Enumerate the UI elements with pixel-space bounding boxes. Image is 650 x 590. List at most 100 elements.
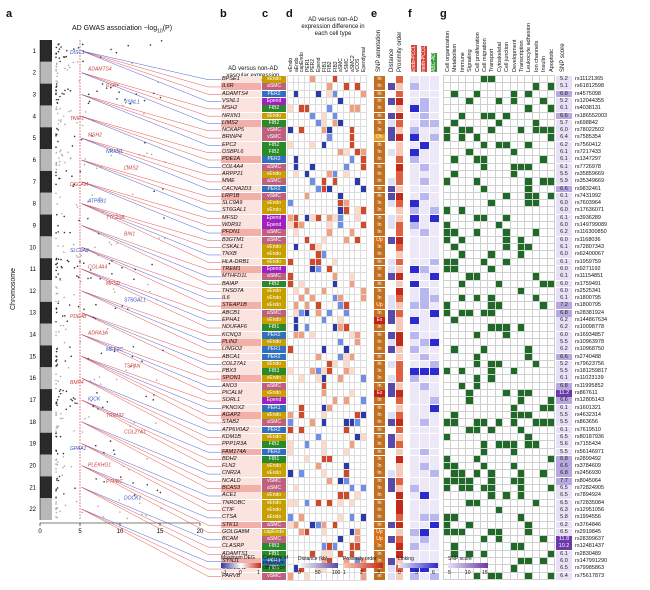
legend-po-title: Proximity order	[343, 556, 377, 562]
go-term-cell	[443, 330, 452, 340]
snp-point	[55, 379, 57, 382]
go-term-cell	[539, 484, 549, 493]
go-term-cell	[457, 294, 467, 303]
expression-cell	[342, 396, 351, 406]
gene-cell: NCKAP5	[221, 127, 261, 135]
celltype-cell: FIB1	[262, 550, 286, 558]
snp-id-label: rs149799089	[575, 222, 608, 229]
distance-cell	[388, 412, 395, 419]
legend-d-tick: 0	[298, 570, 301, 576]
go-term-cell	[450, 301, 460, 311]
snp-point	[59, 121, 62, 123]
go-term-cell	[546, 111, 556, 121]
expression-cell	[314, 520, 323, 530]
linking-cell	[430, 412, 440, 419]
go-term-cell	[539, 272, 549, 281]
go-term-cell	[465, 367, 475, 376]
go-term-cell	[487, 564, 497, 574]
expression-cell	[331, 571, 340, 581]
go-term-cell	[509, 447, 519, 457]
go-term-cell	[450, 323, 460, 333]
go-term-cell	[509, 454, 519, 464]
distance-cell	[388, 499, 395, 507]
go-term-cell	[465, 177, 475, 187]
snp-score-cell: 6.1	[556, 375, 572, 383]
go-term-cell	[472, 272, 482, 281]
annotation-cell: In	[374, 280, 385, 288]
snp-point	[124, 98, 126, 101]
linking-cell	[410, 112, 420, 120]
snp-point	[67, 260, 70, 263]
go-term-cell	[502, 345, 512, 355]
snp-score-cell: 6.1	[556, 404, 572, 412]
go-term-cell	[487, 75, 497, 84]
distance-cell	[388, 375, 395, 383]
chromosome-tick: 1	[33, 49, 37, 55]
go-term-cell	[487, 250, 497, 260]
expression-cell	[354, 213, 362, 223]
linking-cell	[420, 236, 430, 244]
expression-cell	[359, 491, 368, 501]
expression-cell	[320, 476, 328, 486]
go-term-cell	[531, 272, 541, 281]
go-term-cell	[487, 323, 497, 333]
expression-cell	[314, 75, 323, 84]
expression-cell	[342, 418, 351, 428]
expression-cell	[292, 243, 300, 252]
snp-point	[127, 44, 130, 47]
linking-cell	[430, 572, 440, 580]
distance-cell	[388, 514, 395, 522]
linking-cell	[410, 368, 420, 376]
expression-cell	[337, 82, 345, 92]
go-term-cell	[465, 213, 475, 223]
go-term-cell	[443, 286, 452, 296]
go-term-cell	[539, 432, 549, 442]
expression-cell	[331, 221, 340, 230]
expression-cell	[348, 308, 356, 318]
go-term-cell	[457, 286, 467, 296]
snp-point	[84, 111, 87, 113]
snp-point	[55, 471, 57, 473]
gene-label: AGAP2	[222, 412, 241, 418]
expression-cell	[303, 411, 312, 420]
go-term-cell	[509, 513, 519, 523]
expression-cell	[303, 89, 312, 99]
expression-cell	[337, 228, 345, 238]
expression-cell	[314, 206, 323, 216]
legend-po-tick: 1	[343, 570, 346, 576]
expression-cell	[331, 133, 340, 143]
annotation-cell: In	[374, 170, 385, 178]
go-term-cell	[472, 301, 482, 311]
snp-point	[70, 398, 72, 401]
expression-cell	[292, 250, 300, 260]
go-term-cell	[502, 337, 512, 347]
snp-point	[126, 165, 128, 167]
expression-cell	[354, 447, 362, 457]
gene-label: OSBPL6	[222, 149, 244, 156]
linking-cell	[410, 485, 420, 492]
snp-point	[55, 80, 58, 82]
snp-point	[58, 48, 61, 50]
expression-cell	[309, 316, 317, 325]
go-term-cell	[517, 162, 526, 172]
celltype-cell: vEndo	[262, 506, 286, 514]
go-term-cell	[487, 155, 497, 165]
go-term-cell	[472, 316, 482, 325]
gene-label: EPC2	[222, 141, 237, 148]
celltype-cell: vEndo	[262, 463, 286, 471]
expression-cell	[303, 308, 312, 318]
snp-point	[55, 413, 57, 415]
go-term-cell	[443, 527, 452, 537]
go-term-cell	[502, 411, 512, 420]
expression-cell	[320, 184, 328, 194]
snp-point	[55, 488, 58, 491]
gene-cell: TNXB	[221, 251, 261, 259]
snp-point	[133, 494, 136, 496]
expression-cell	[298, 527, 306, 537]
go-term-cell	[465, 337, 475, 347]
go-term-cell	[472, 440, 482, 449]
expression-cell	[342, 126, 351, 135]
snp-id-label: rs2456930	[575, 470, 601, 477]
linking-cell	[430, 338, 440, 346]
proximity-cell	[396, 207, 403, 215]
